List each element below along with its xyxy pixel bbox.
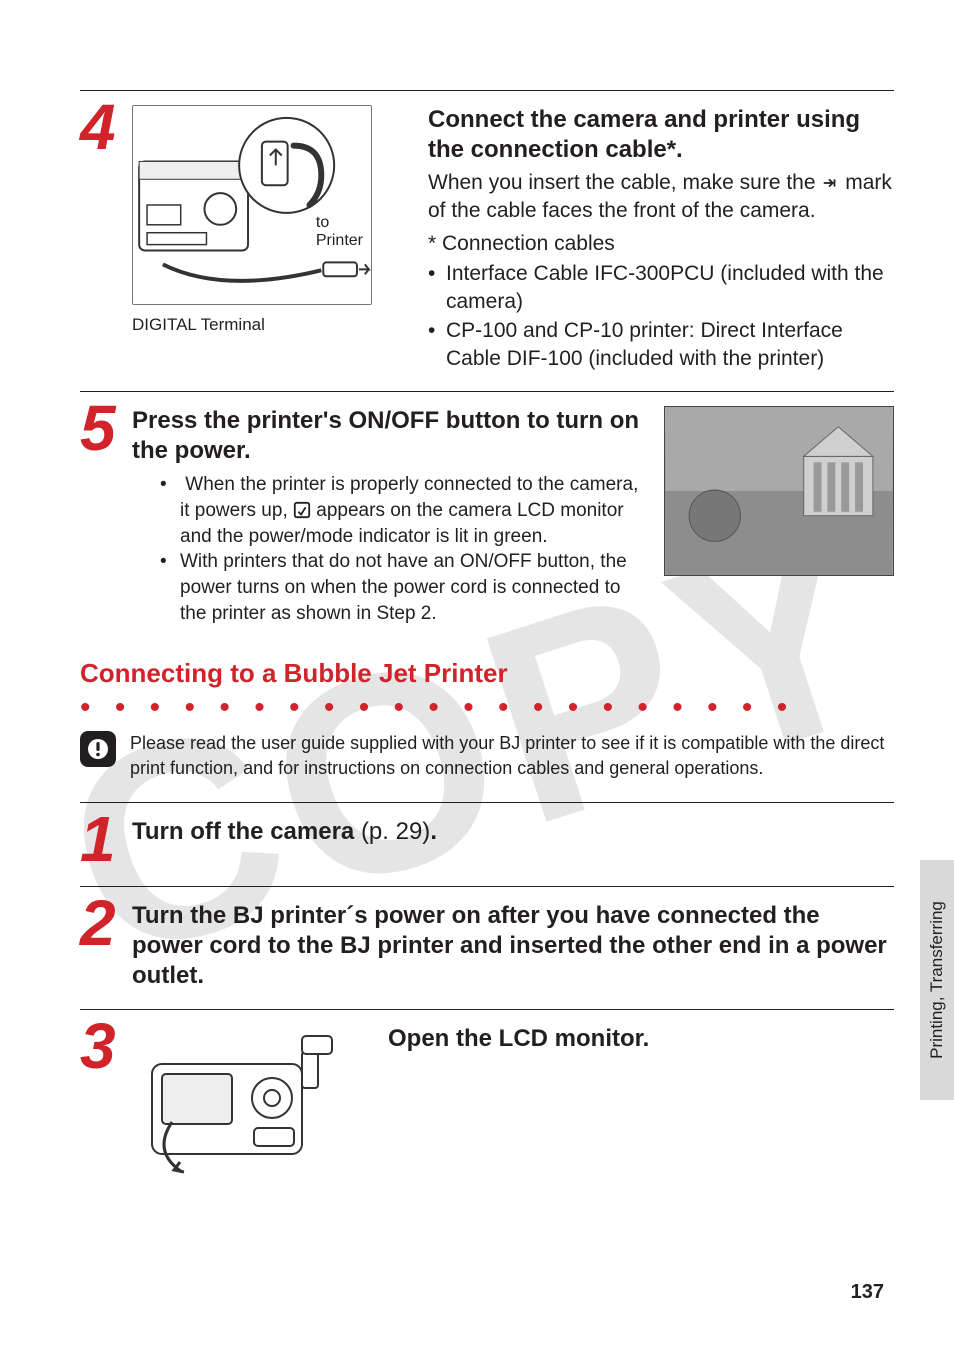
camera-terminal-diagram: to Printer [132, 105, 372, 305]
step-2: 2 Turn the BJ printer´s power on after y… [80, 887, 894, 1009]
to-printer-line1: to [316, 214, 363, 232]
side-tab-label: Printing, Transferring [927, 901, 947, 1059]
callout: Please read the user guide supplied with… [80, 731, 894, 780]
step-number: 4 [80, 99, 132, 157]
step1-heading-prefix: Turn off the camera [132, 818, 361, 845]
page-number: 137 [851, 1281, 884, 1304]
side-tab: Printing, Transferring [920, 860, 954, 1100]
step-5: 5 Press the printer's ON/OFF button to t… [80, 392, 894, 644]
step5-bullet-1: When the printer is properly connected t… [160, 472, 646, 549]
step4-note-star: * Connection cables [428, 230, 894, 258]
step5-bullet-2: With printers that do not have an ON/OFF… [160, 549, 646, 626]
step-number: 3 [80, 1018, 132, 1076]
print-status-icon [293, 501, 311, 519]
step-1: 1 Turn off the camera (p. 29). [80, 803, 894, 887]
step-3: 3 Open the LCD monitor. [80, 1010, 894, 1207]
step4-bullet-1: Interface Cable IFC-300PCU (included wit… [428, 260, 894, 317]
step4-diagram-column: to Printer DIGITAL Terminal [132, 105, 412, 335]
step5-bullets: When the printer is properly connected t… [132, 472, 646, 626]
step5-text: Press the printer's ON/OFF button to tur… [132, 406, 646, 626]
step-number: 1 [80, 811, 132, 869]
step-number: 2 [80, 895, 132, 953]
section-title: Connecting to a Bubble Jet Printer [80, 658, 894, 689]
digital-terminal-caption: DIGITAL Terminal [132, 315, 412, 335]
step4-bullet-2: CP-100 and CP-10 printer: Direct Interfa… [428, 317, 894, 374]
to-printer-line2: Printer [316, 232, 363, 250]
step4-text: Connect the camera and printer using the… [428, 105, 894, 373]
camera-lcd-diagram [132, 1024, 352, 1184]
camera-terminal-svg [133, 106, 371, 304]
step2-heading: Turn the BJ printer´s power on after you… [132, 901, 894, 991]
notice-icon [80, 731, 116, 767]
step3-heading: Open the LCD monitor. [388, 1024, 894, 1054]
to-printer-label: to Printer [316, 214, 363, 249]
step-number: 5 [80, 400, 132, 458]
step5-photo-thumb: SET [664, 406, 894, 576]
photo-illustration [665, 407, 893, 575]
step1-page-ref: (p. 29) [361, 818, 430, 845]
step1-heading: Turn off the camera (p. 29). [132, 817, 894, 847]
callout-text: Please read the user guide supplied with… [130, 731, 894, 780]
step1-heading-suffix: . [430, 818, 437, 845]
arrow-plug-icon [821, 174, 839, 192]
step5-heading: Press the printer's ON/OFF button to tur… [132, 406, 646, 466]
step4-heading: Connect the camera and printer using the… [428, 105, 894, 165]
step-4: 4 [80, 91, 894, 391]
step4-bullets: Interface Cable IFC-300PCU (included wit… [428, 260, 894, 373]
step3-diagram-column [132, 1024, 372, 1189]
red-dots-divider: • • • • • • • • • • • • • • • • • • • • … [80, 699, 894, 717]
step4-body: When you insert the cable, make sure the… [428, 169, 894, 226]
